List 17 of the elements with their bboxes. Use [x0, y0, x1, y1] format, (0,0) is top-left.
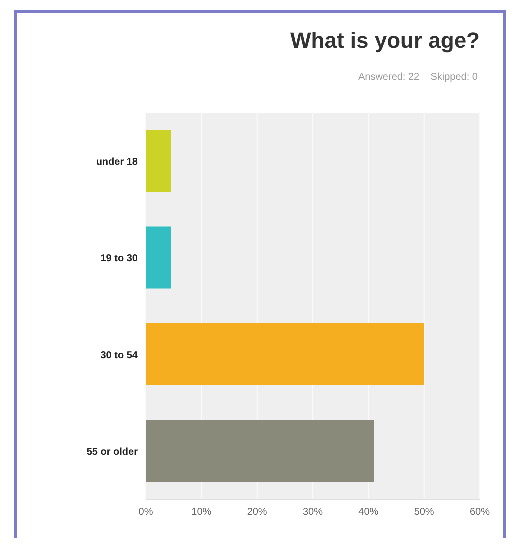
x-tick-label: 30% [302, 507, 324, 518]
chart-subtitle: Answered: 22 Skipped: 0 [358, 72, 478, 83]
x-tick-label: 10% [192, 507, 212, 518]
x-tick-label: 60% [470, 507, 490, 518]
y-tick-label: 55 or older [86, 447, 138, 458]
y-tick-label: 19 to 30 [100, 254, 138, 265]
bar [146, 420, 374, 482]
chart-title: What is your age? [290, 28, 480, 54]
bar [146, 324, 424, 386]
x-tick-label: 20% [247, 507, 268, 518]
bar [146, 226, 172, 289]
x-tick-label: 0% [138, 507, 154, 518]
y-tick-label: under 18 [96, 156, 138, 168]
x-tick-label: 40% [358, 507, 379, 518]
x-tick-label: 50% [414, 507, 434, 518]
bar [146, 130, 172, 192]
y-tick-label: 30 to 54 [100, 350, 138, 362]
